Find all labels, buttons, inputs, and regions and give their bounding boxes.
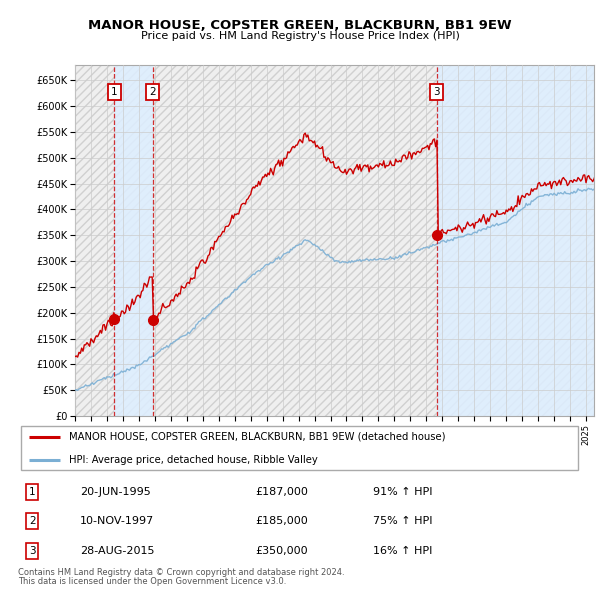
Text: MANOR HOUSE, COPSTER GREEN, BLACKBURN, BB1 9EW: MANOR HOUSE, COPSTER GREEN, BLACKBURN, B… <box>88 19 512 32</box>
Text: 75% ↑ HPI: 75% ↑ HPI <box>373 516 433 526</box>
Text: 3: 3 <box>29 546 35 556</box>
Text: 1: 1 <box>111 87 118 97</box>
Text: £350,000: £350,000 <box>255 546 308 556</box>
Text: This data is licensed under the Open Government Licence v3.0.: This data is licensed under the Open Gov… <box>18 577 286 586</box>
Bar <box>437 65 594 416</box>
Text: 28-AUG-2015: 28-AUG-2015 <box>80 546 155 556</box>
Text: 10-NOV-1997: 10-NOV-1997 <box>80 516 154 526</box>
Text: 2: 2 <box>29 516 35 526</box>
FancyBboxPatch shape <box>21 425 578 470</box>
Text: £187,000: £187,000 <box>255 487 308 497</box>
Text: Price paid vs. HM Land Registry's House Price Index (HPI): Price paid vs. HM Land Registry's House … <box>140 31 460 41</box>
Text: £185,000: £185,000 <box>255 516 308 526</box>
Text: 20-JUN-1995: 20-JUN-1995 <box>80 487 151 497</box>
Text: 3: 3 <box>434 87 440 97</box>
Text: Contains HM Land Registry data © Crown copyright and database right 2024.: Contains HM Land Registry data © Crown c… <box>18 568 344 576</box>
Text: 2: 2 <box>149 87 156 97</box>
Text: HPI: Average price, detached house, Ribble Valley: HPI: Average price, detached house, Ribb… <box>69 455 317 465</box>
Text: MANOR HOUSE, COPSTER GREEN, BLACKBURN, BB1 9EW (detached house): MANOR HOUSE, COPSTER GREEN, BLACKBURN, B… <box>69 432 445 442</box>
Text: 1: 1 <box>29 487 35 497</box>
Text: 16% ↑ HPI: 16% ↑ HPI <box>373 546 433 556</box>
Text: 91% ↑ HPI: 91% ↑ HPI <box>373 487 433 497</box>
Bar <box>115 65 152 416</box>
